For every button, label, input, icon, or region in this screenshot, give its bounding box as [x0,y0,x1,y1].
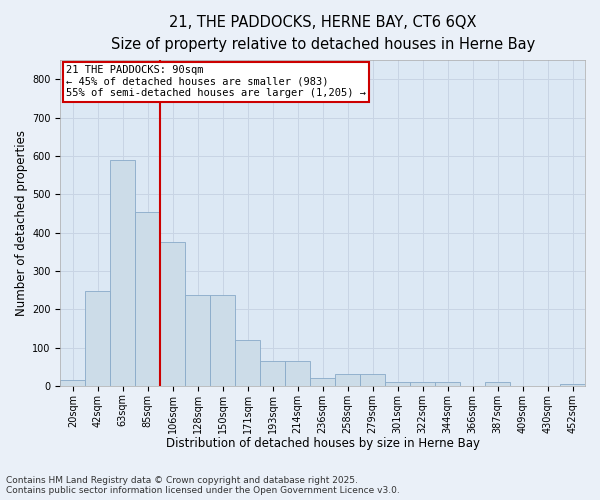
Bar [560,384,585,386]
Bar [285,361,310,386]
Bar [360,374,385,386]
Text: 21 THE PADDOCKS: 90sqm
← 45% of detached houses are smaller (983)
55% of semi-de: 21 THE PADDOCKS: 90sqm ← 45% of detached… [65,65,365,98]
Bar [335,374,360,386]
Bar [85,291,110,386]
Bar [185,294,210,386]
Bar [410,382,435,386]
Title: 21, THE PADDOCKS, HERNE BAY, CT6 6QX
Size of property relative to detached house: 21, THE PADDOCKS, HERNE BAY, CT6 6QX Siz… [110,15,535,52]
Text: Contains HM Land Registry data © Crown copyright and database right 2025.
Contai: Contains HM Land Registry data © Crown c… [6,476,400,495]
Bar [110,160,136,386]
Bar [136,212,160,386]
Bar [485,382,510,386]
Bar [235,340,260,386]
Y-axis label: Number of detached properties: Number of detached properties [15,130,28,316]
Bar [260,361,285,386]
Bar [160,242,185,386]
Bar [385,382,410,386]
X-axis label: Distribution of detached houses by size in Herne Bay: Distribution of detached houses by size … [166,437,479,450]
Bar [210,294,235,386]
Bar [435,382,460,386]
Bar [61,380,85,386]
Bar [310,378,335,386]
